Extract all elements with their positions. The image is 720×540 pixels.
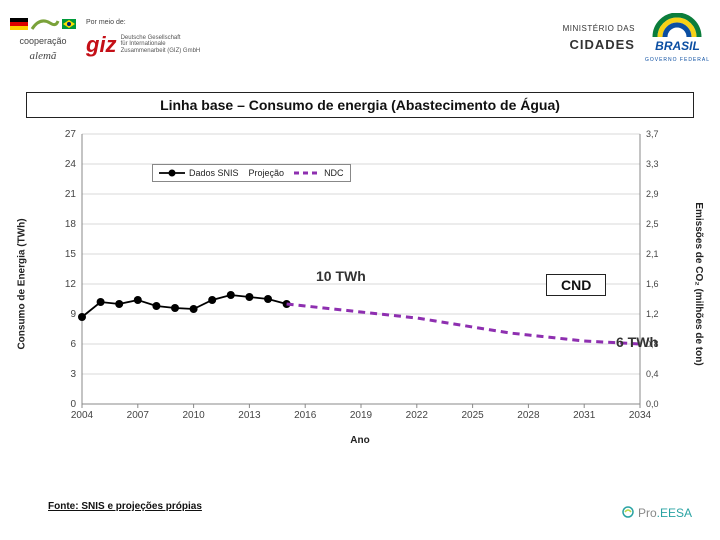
annot-cnd: CND	[546, 274, 606, 296]
legend-proj: Projeção	[249, 168, 285, 178]
svg-text:0,0: 0,0	[646, 399, 659, 409]
brazil-flag-icon	[62, 19, 76, 29]
brasil-line1: BRASIL	[655, 39, 700, 53]
page-title: Linha base – Consumo de energia (Abastec…	[26, 92, 694, 118]
legend-ndc-icon	[294, 168, 320, 178]
proeesa-logo: Pro.EESA	[621, 505, 692, 520]
svg-text:2007: 2007	[127, 410, 150, 421]
svg-text:2034: 2034	[629, 410, 652, 421]
svg-text:12: 12	[65, 279, 77, 290]
svg-text:6: 6	[70, 339, 76, 350]
svg-text:3,3: 3,3	[646, 159, 659, 169]
svg-text:15: 15	[65, 249, 77, 260]
ministerio-logo: MINISTÉRIO DAS CIDADES	[563, 24, 635, 52]
svg-text:2,5: 2,5	[646, 219, 659, 229]
giz-logo-icon: giz	[86, 32, 117, 58]
header-bar: cooperação alemã Por meio de: giz Deutsc…	[0, 0, 720, 84]
svg-text:2,1: 2,1	[646, 249, 659, 259]
logo-row: cooperação alemã Por meio de: giz Deutsc…	[0, 0, 720, 70]
brasil-logo: BRASIL GOVERNO FEDERAL	[645, 13, 710, 63]
min-line1: MINISTÉRIO DAS	[563, 24, 635, 33]
chart-container: Consumo de Energia (TWh) Emissões de CO₂…	[26, 124, 694, 444]
brasil-arc-icon	[651, 13, 703, 39]
legend-proj-label: Projeção	[249, 168, 285, 178]
svg-text:27: 27	[65, 129, 77, 140]
svg-text:1,2: 1,2	[646, 309, 659, 319]
svg-text:18: 18	[65, 219, 77, 230]
legend-snis-label: Dados SNIS	[189, 168, 239, 178]
giz-tag2: für Internationale	[121, 41, 201, 48]
brasil-line2: GOVERNO FEDERAL	[645, 57, 710, 63]
coop-label-top: cooperação	[19, 37, 66, 46]
svg-text:9: 9	[70, 309, 76, 320]
giz-tag1: Deutsche Gesellschaft	[121, 35, 201, 42]
svg-text:3,7: 3,7	[646, 129, 659, 139]
svg-text:1,6: 1,6	[646, 279, 659, 289]
svg-text:24: 24	[65, 159, 77, 170]
svg-text:21: 21	[65, 189, 77, 200]
svg-text:2022: 2022	[406, 410, 429, 421]
pormeio-label: Por meio de:	[86, 19, 126, 26]
giz-tagline: Deutsche Gesellschaft für Internationale…	[121, 35, 201, 55]
svg-text:2031: 2031	[573, 410, 596, 421]
svg-text:2,9: 2,9	[646, 189, 659, 199]
annot-10twh: 10 TWh	[316, 268, 366, 284]
giz-block: Por meio de: giz Deutsche Gesellschaft f…	[86, 19, 200, 58]
coop-label-bottom: alemã	[30, 50, 57, 62]
svg-text:0: 0	[70, 399, 76, 410]
pro-text: Pro	[638, 506, 657, 520]
svg-text:3: 3	[70, 369, 76, 380]
swirl-icon	[30, 15, 60, 33]
source-text: Fonte: SNIS e projeções própias	[48, 501, 202, 512]
svg-text:2025: 2025	[461, 410, 484, 421]
annot-6twh: 6 TWh	[616, 334, 658, 350]
svg-text:2004: 2004	[71, 410, 94, 421]
eesa-text: .EESA	[657, 506, 692, 520]
svg-text:2028: 2028	[517, 410, 540, 421]
y-right-label: Emissões de CO₂ (milhões de ton)	[693, 202, 704, 365]
legend-snis-icon	[159, 168, 185, 178]
coop-logo: cooperação alemã	[10, 15, 76, 62]
legend: Dados SNIS Projeção NDC	[152, 164, 351, 182]
legend-ndc: NDC	[294, 168, 344, 178]
svg-text:2010: 2010	[182, 410, 205, 421]
proeesa-swirl-icon	[621, 505, 635, 519]
legend-snis: Dados SNIS	[159, 168, 239, 178]
svg-text:0,4: 0,4	[646, 369, 659, 379]
giz-tag3: Zusammenarbeit (GIZ) GmbH	[121, 48, 201, 55]
germany-flag-icon	[10, 18, 28, 30]
svg-text:2013: 2013	[238, 410, 261, 421]
svg-text:2019: 2019	[350, 410, 373, 421]
min-line2: CIDADES	[569, 37, 635, 52]
svg-text:2016: 2016	[294, 410, 317, 421]
legend-ndc-label: NDC	[324, 168, 344, 178]
